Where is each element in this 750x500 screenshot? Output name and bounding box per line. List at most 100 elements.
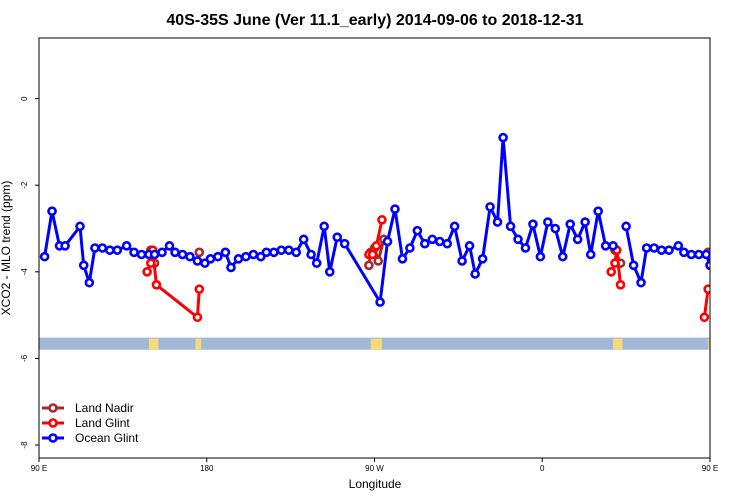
data-point [194, 247, 205, 258]
data-point [699, 312, 710, 323]
data-point [248, 249, 259, 260]
data-point [405, 243, 415, 253]
data-point [226, 262, 236, 273]
data-point [703, 284, 710, 294]
data-point [177, 249, 188, 260]
data-point [371, 241, 382, 251]
map-land-patch [195, 338, 202, 350]
data-point [557, 251, 568, 262]
y-tick-label: -6 [20, 354, 29, 362]
data-point [686, 249, 697, 260]
data-point [220, 247, 231, 258]
data-point [705, 260, 710, 271]
data-point [192, 256, 203, 266]
axes: 90 E 180 90 W 0 90 E 0 -2 -4 -6 -8 [20, 96, 718, 473]
x-tick-label: 0 [540, 464, 545, 473]
data-point [585, 249, 596, 260]
data-point [580, 217, 590, 227]
legend-label: Ocean Glint [75, 431, 139, 445]
data-point [367, 249, 378, 260]
data-point [105, 245, 115, 255]
data-point [241, 251, 251, 262]
data-point [412, 225, 423, 236]
data-point [505, 221, 516, 232]
y-tick-label: 0 [20, 96, 29, 101]
x-tick-label: 90 E [702, 464, 718, 473]
y-tick-label: -4 [20, 268, 29, 276]
data-point [600, 241, 611, 251]
data-point [149, 249, 160, 260]
data-point [679, 247, 689, 258]
data-point [261, 247, 272, 258]
data-point [164, 241, 175, 251]
data-point [377, 215, 387, 225]
data-point [498, 132, 508, 143]
legend-label: Land Glint [75, 416, 130, 430]
plot-frame [38, 37, 711, 459]
data-point [628, 260, 639, 271]
data-point [84, 277, 95, 288]
data-point [615, 280, 626, 290]
data-point [656, 245, 667, 255]
y-tick-label: -2 [20, 181, 29, 189]
data-point [593, 206, 603, 216]
data-point [636, 277, 646, 288]
map-strip [39, 337, 711, 350]
data-point [565, 219, 576, 229]
data-point [373, 256, 384, 266]
data-point [185, 251, 195, 262]
data-point [90, 243, 100, 253]
data-point [520, 243, 531, 253]
data-point [324, 267, 335, 277]
data-point [550, 223, 561, 234]
data-point [60, 241, 70, 251]
data-point [427, 234, 438, 245]
data-point [306, 249, 316, 260]
data-point [442, 238, 452, 249]
data-point [364, 260, 374, 271]
data-point [121, 241, 132, 251]
data-point [464, 241, 475, 251]
data-point [47, 206, 57, 216]
data-point [332, 232, 343, 242]
data-point [649, 243, 659, 253]
data-point [75, 221, 85, 232]
data-point [528, 219, 538, 229]
data-point [311, 258, 322, 268]
data-point [205, 254, 216, 264]
map-land-patch [613, 338, 623, 350]
data-point [283, 245, 294, 255]
data-point [319, 221, 329, 232]
data-point [621, 221, 631, 232]
data-point [298, 234, 309, 245]
x-tick-label: 90 E [31, 464, 47, 473]
data-point [129, 247, 139, 258]
data-point [339, 238, 350, 249]
data-point [213, 251, 223, 262]
map-land-patch [370, 338, 382, 350]
chart-title: 40S-35S June (Ver 11.1_early) 2014-09-06… [166, 12, 583, 29]
data-point [701, 249, 710, 260]
legend-marker [48, 418, 58, 428]
data-point [610, 258, 620, 268]
y-tick-label: -8 [20, 441, 29, 449]
data-point [276, 245, 287, 255]
map-land-patch [148, 338, 159, 350]
data-point [78, 260, 89, 271]
x-axis-label: Longitude [349, 477, 402, 491]
data-point [664, 245, 674, 255]
legend-marker [48, 433, 58, 443]
x-tick-label: 90 W [365, 464, 384, 473]
data-point [390, 204, 400, 214]
data-point [151, 280, 162, 290]
data-point [449, 221, 460, 232]
data-point [269, 247, 279, 258]
data-point [194, 284, 205, 294]
data-point [606, 267, 617, 277]
y-axis-label: XCO2 - MLO trend (ppm) [0, 181, 13, 316]
data-point [608, 241, 618, 251]
data-point [157, 247, 167, 258]
data-point [146, 258, 156, 268]
